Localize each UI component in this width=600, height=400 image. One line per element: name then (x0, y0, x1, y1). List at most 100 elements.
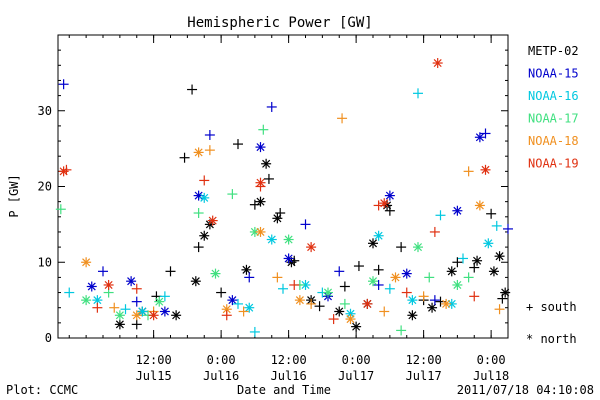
point-metp-02-north (190, 276, 201, 287)
point-metp-02-south (131, 319, 142, 330)
point-noaa-16-south (159, 291, 170, 302)
point-noaa-15-north (474, 132, 485, 143)
point-noaa-18-north (193, 147, 204, 158)
point-metp-02-north (351, 321, 362, 332)
point-noaa-16-north (199, 192, 210, 203)
point-metp-02-north (255, 196, 266, 207)
point-metp-02-north (334, 306, 345, 317)
point-noaa-17-south (339, 298, 350, 309)
point-noaa-17-south (227, 189, 238, 200)
point-noaa-19-south (221, 310, 232, 321)
point-metp-02-south (373, 264, 384, 275)
legend-entry: METP-02 (528, 44, 579, 58)
point-noaa-17-north (81, 295, 92, 306)
point-noaa-18-south (272, 272, 283, 283)
point-metp-02-north (241, 264, 252, 275)
point-noaa-17-north (154, 296, 165, 307)
x-tick-date-label: Jul15 (136, 369, 172, 383)
point-noaa-18-south (204, 145, 215, 156)
legend-entry: NOAA-15 (528, 67, 579, 81)
point-metp-02-south (263, 173, 274, 184)
x-tick-date-label: Jul18 (473, 369, 509, 383)
point-noaa-16-south (435, 210, 446, 221)
point-noaa-18-north (81, 257, 92, 268)
point-noaa-15-south (204, 129, 215, 140)
x-tick-time-label: 12:00 (406, 353, 442, 367)
point-metp-02-north (446, 266, 457, 277)
point-noaa-16-north (266, 234, 277, 245)
legend: METP-02 NOAA-15 NOAA-16 NOAA-17 NOAA-18 NOAA-… (528, 44, 579, 171)
point-noaa-15-south (334, 266, 345, 277)
point-noaa-17-south (463, 272, 474, 283)
x-axis: 12:00 Jul15 0:00 Jul16 12:00 Jul16 0:00 Jul17 12… (68, 35, 509, 383)
point-metp-02-south (384, 205, 395, 216)
point-noaa-15-south (244, 272, 255, 283)
x-tick-date-label: Jul16 (203, 369, 239, 383)
legend-entry: NOAA-17 (528, 112, 579, 126)
point-noaa-19-north (148, 310, 159, 321)
point-noaa-18-north (131, 310, 142, 321)
point-noaa-15-south (300, 219, 311, 230)
point-metp-02-north (407, 310, 418, 321)
point-noaa-17-north (210, 268, 221, 279)
data-points (55, 58, 513, 337)
point-noaa-19-south (328, 314, 339, 325)
point-noaa-17-north (283, 234, 294, 245)
point-noaa-15-south (429, 295, 440, 306)
point-noaa-15-south (58, 79, 69, 90)
point-noaa-15-north (159, 306, 170, 317)
point-noaa-18-south (109, 302, 120, 313)
point-metp-02-south (216, 287, 227, 298)
point-noaa-17-south (55, 204, 66, 215)
point-metp-02-north (427, 302, 438, 313)
point-noaa-19-south (92, 302, 103, 313)
point-noaa-18-south (418, 291, 429, 302)
point-metp-02-north (261, 158, 272, 169)
point-noaa-19-north (362, 298, 373, 309)
point-noaa-15-north (452, 205, 463, 216)
point-noaa-15-south (98, 266, 108, 277)
legend-entry: NOAA-19 (528, 157, 579, 171)
point-noaa-19-south (401, 287, 412, 298)
point-noaa-16-north (137, 306, 148, 317)
point-noaa-19-north (207, 215, 218, 226)
point-noaa-18-north (390, 272, 401, 283)
x-tick-date-label: Jul16 (271, 369, 307, 383)
x-tick-time-label: 12:00 (271, 353, 307, 367)
point-noaa-15-north (126, 276, 137, 287)
x-tick-date-label: Jul17 (406, 369, 442, 383)
point-noaa-17-north (452, 279, 463, 290)
point-noaa-18-north (221, 304, 232, 315)
point-noaa-19-south (469, 291, 480, 302)
plot-credit: Plot: CCMC (6, 383, 78, 397)
point-metp-02-south (314, 301, 325, 312)
point-metp-02-south (179, 152, 190, 163)
point-noaa-19-north (379, 198, 390, 209)
point-noaa-15-south (373, 279, 384, 290)
point-noaa-17-north (368, 276, 378, 287)
point-noaa-19-north (432, 58, 443, 69)
point-noaa-15-south (480, 128, 491, 139)
point-noaa-18-north (255, 226, 266, 237)
point-metp-02-north (171, 310, 182, 321)
legend-north: * north (526, 332, 577, 346)
point-noaa-16-south (249, 326, 260, 337)
point-noaa-18-south (337, 113, 348, 124)
point-noaa-15-north (255, 142, 266, 153)
point-noaa-15-north (283, 253, 294, 264)
y-axis: 0 10 20 30 (38, 34, 508, 345)
y-axis-label: P [GW] (7, 174, 21, 217)
point-metp-02-north (472, 255, 483, 266)
point-noaa-15-north (384, 190, 395, 201)
point-metp-02-north (500, 287, 511, 298)
point-noaa-18-south (463, 166, 474, 177)
point-noaa-19-north (58, 166, 69, 177)
point-noaa-16-south (384, 283, 395, 294)
point-noaa-17-south (258, 124, 269, 135)
point-noaa-15-south (131, 296, 142, 307)
point-noaa-19-north (255, 177, 266, 188)
point-metp-02-south (165, 266, 176, 277)
point-noaa-18-north (345, 314, 356, 325)
point-noaa-16-south (458, 253, 468, 264)
x-tick-time-label: 0:00 (207, 353, 236, 367)
